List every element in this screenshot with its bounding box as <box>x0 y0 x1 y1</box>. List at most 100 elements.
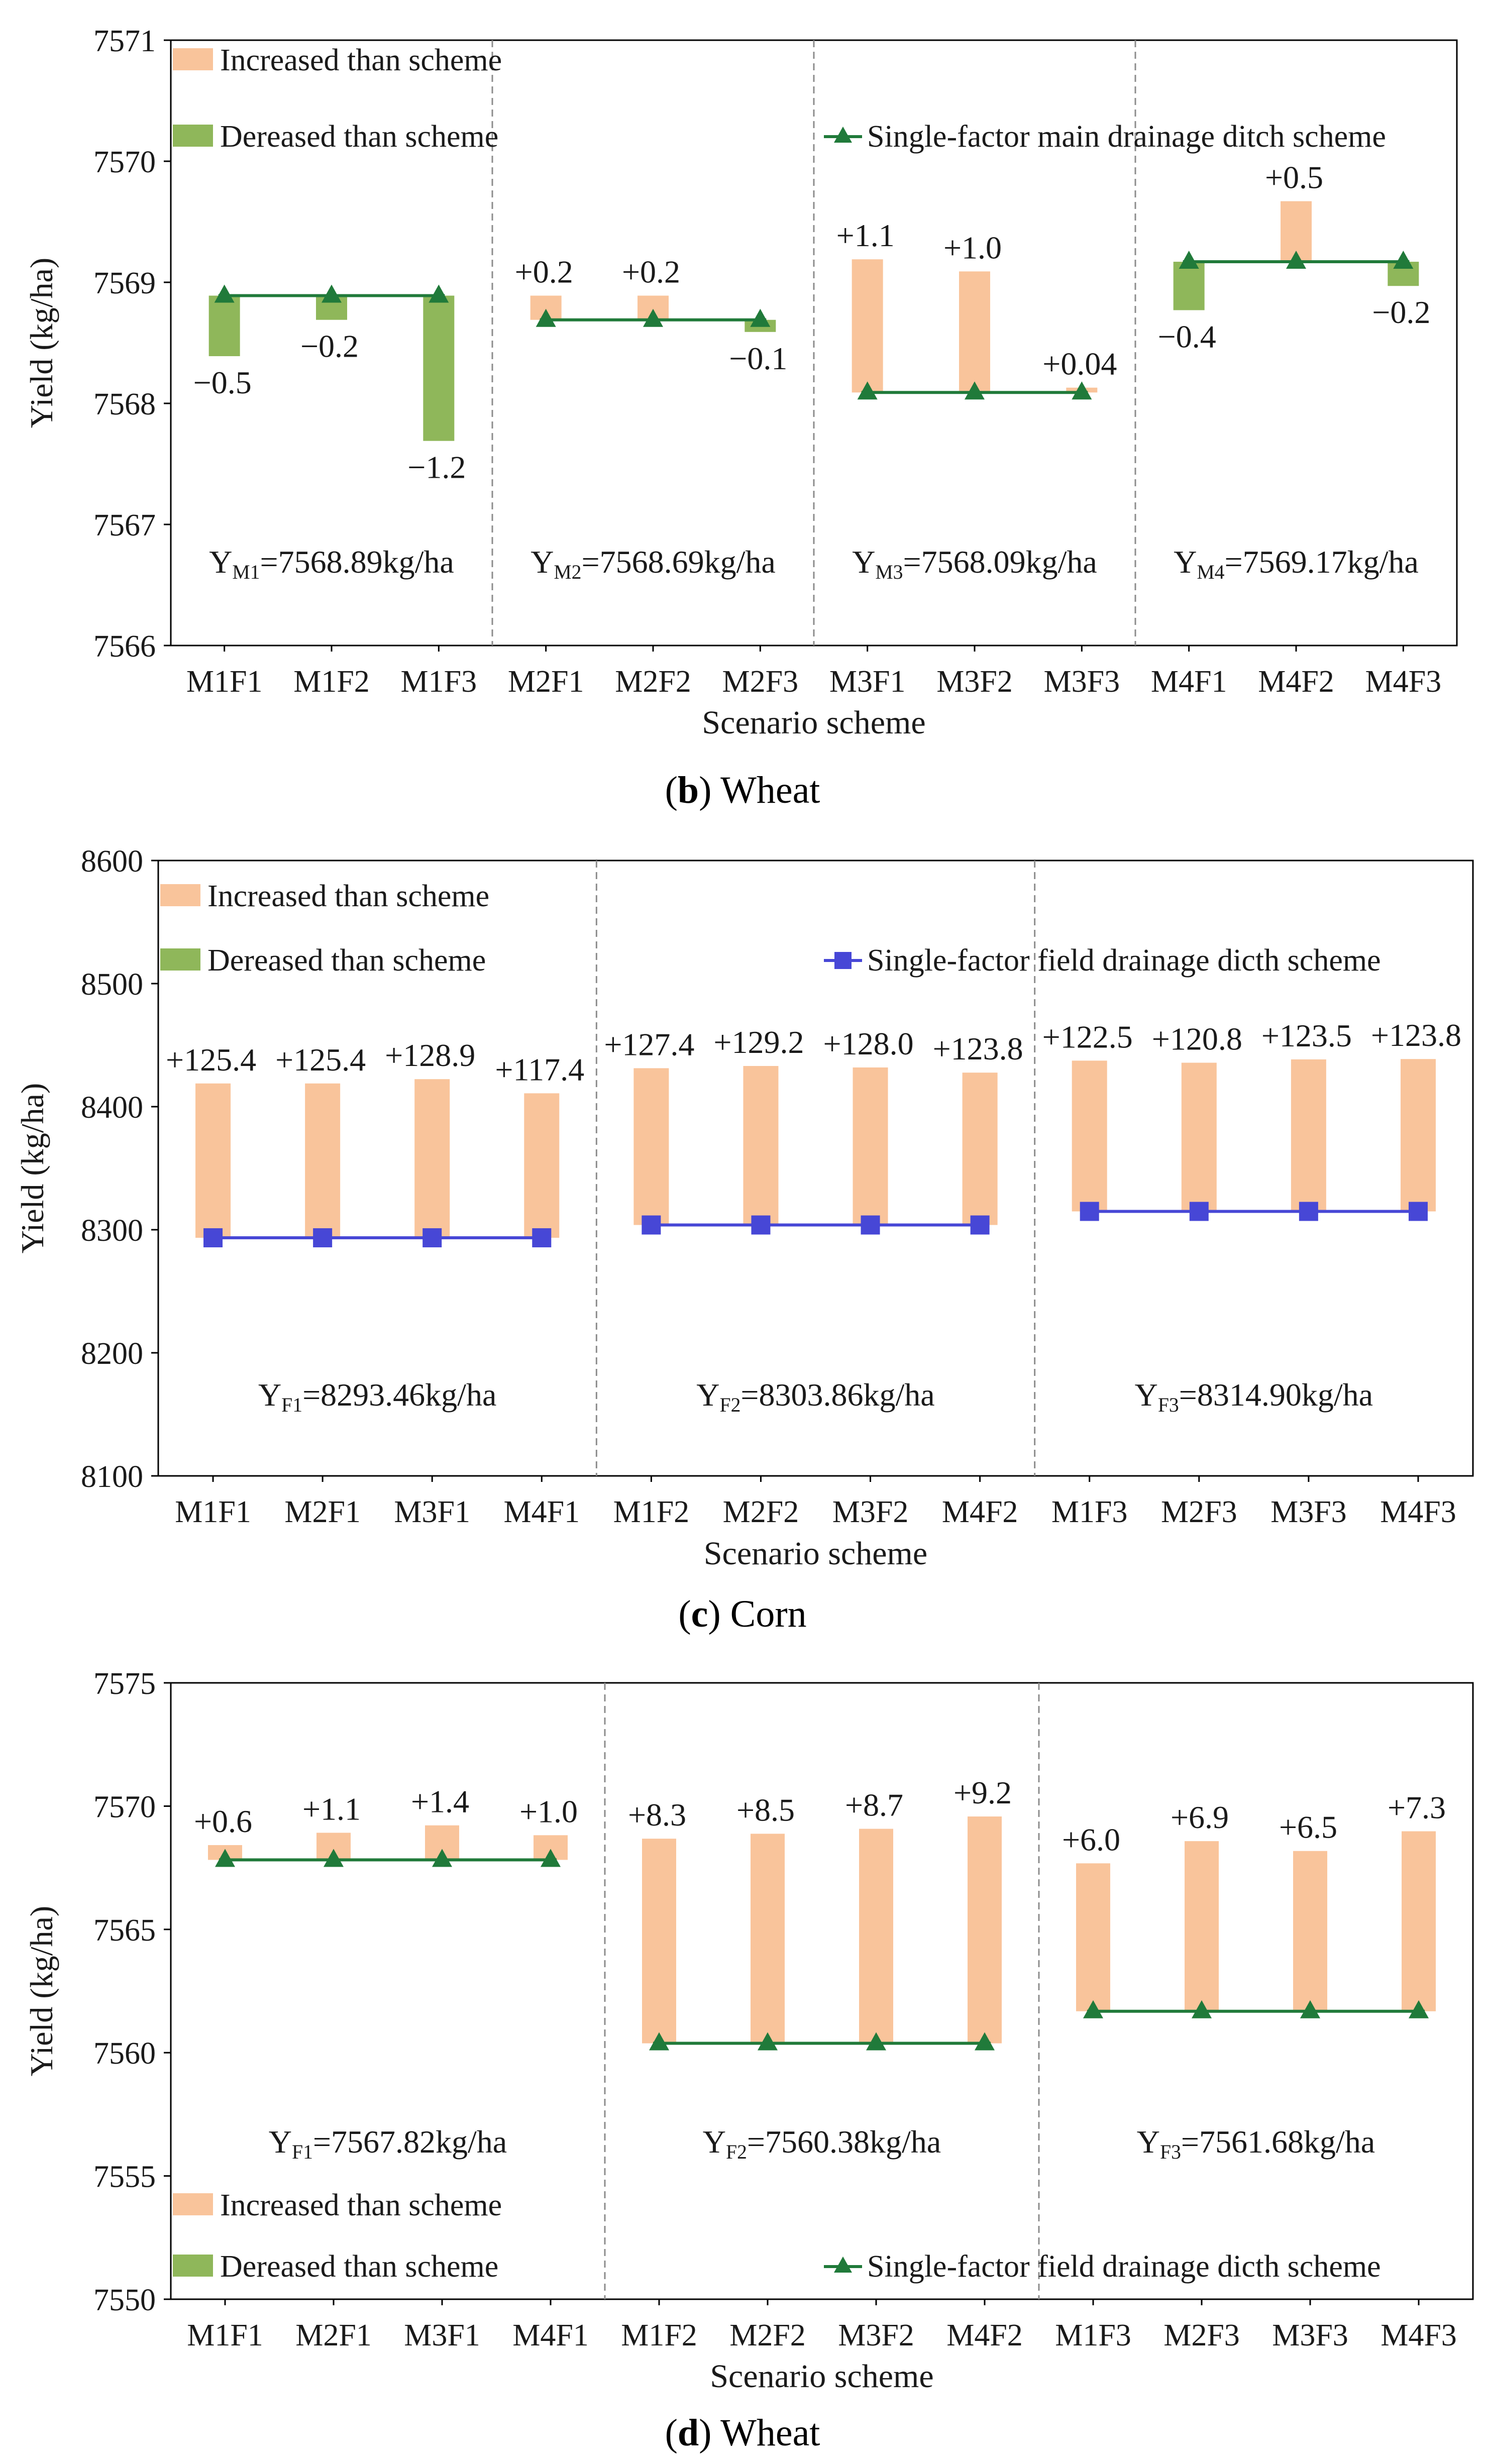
y-tick-label: 7555 <box>93 2160 156 2194</box>
increase-bar <box>751 1834 785 2044</box>
legend-increase-label: Increased than scheme <box>207 879 489 913</box>
x-tick-label: M2F1 <box>508 665 584 699</box>
change-label: +125.4 <box>166 1042 256 1078</box>
baseline-marker <box>866 2032 886 2051</box>
baseline-marker <box>541 1849 561 1867</box>
baseline-marker <box>750 308 771 327</box>
increase-bar <box>859 1829 893 2044</box>
x-tick-label: M4F2 <box>946 2318 1023 2352</box>
x-tick-label: M4F1 <box>1151 665 1227 699</box>
y-axis-label: Yield (kg/ha) <box>24 258 59 428</box>
change-label: −0.2 <box>300 329 359 364</box>
baseline-marker <box>1300 2000 1320 2018</box>
decrease-bar <box>1173 262 1205 310</box>
y-tick-label: 7570 <box>93 1790 156 1824</box>
change-label: +128.9 <box>385 1037 475 1073</box>
group-baseline-label: YF1=8293.46kg/ha <box>258 1377 496 1416</box>
increase-bar <box>414 1079 450 1238</box>
legend-increase-label: Increased than scheme <box>220 43 502 77</box>
increase-bar <box>633 1068 669 1225</box>
baseline-marker <box>215 1849 235 1867</box>
chart-panel-c: 8100 8200 8300 8400 8500 8600 Yield (kg/ha) Sce… <box>0 824 1485 1648</box>
change-label: +117.4 <box>495 1051 584 1087</box>
y-tick-label: 8100 <box>81 1460 143 1494</box>
group-baseline-label: YF2=7560.38kg/ha <box>703 2124 941 2163</box>
y-tick-label: 7568 <box>93 387 156 421</box>
change-label: +1.1 <box>836 218 895 253</box>
baseline-marker <box>1408 1202 1428 1221</box>
decrease-bar <box>423 295 455 441</box>
baseline-marker <box>432 1849 452 1867</box>
change-label: +123.8 <box>933 1031 1023 1066</box>
x-axis-label: Scenario scheme <box>710 2358 933 2395</box>
chart-b: 7566 7567 7568 7569 7570 7571 Yield (kg/ha) Sce… <box>24 24 1458 741</box>
x-tick-label: M2F3 <box>722 665 799 699</box>
legend-line-marker <box>834 2257 852 2273</box>
baseline-marker <box>1409 2000 1429 2018</box>
change-label: +9.2 <box>953 1775 1012 1810</box>
legend-decrease-label: Dereased than scheme <box>220 120 498 154</box>
increase-bar <box>962 1073 998 1225</box>
y-tick-label: 7570 <box>93 145 156 179</box>
x-tick-label: M1F2 <box>621 2318 697 2352</box>
legend-increase-label: Increased than scheme <box>220 2188 502 2222</box>
change-label: +122.5 <box>1042 1019 1133 1054</box>
y-tick-label: 7565 <box>93 1913 156 1948</box>
x-tick-label: M3F3 <box>1270 1495 1347 1529</box>
x-tick-label: M4F1 <box>503 1495 580 1529</box>
change-label: +7.3 <box>1388 1789 1446 1825</box>
change-label: +120.8 <box>1152 1021 1242 1057</box>
caption-text: Wheat <box>720 769 820 811</box>
baseline-marker <box>1393 251 1414 269</box>
change-label: +8.7 <box>845 1787 903 1823</box>
x-tick-label: M3F1 <box>829 665 906 699</box>
y-tick-label: 7575 <box>93 1667 156 1701</box>
y-tick-label: 7567 <box>93 508 156 543</box>
x-tick-label: M1F1 <box>187 2318 263 2352</box>
baseline-marker <box>1192 2000 1212 2018</box>
x-tick-label: M1F3 <box>1051 1495 1128 1529</box>
x-tick-label: M4F1 <box>512 2318 589 2352</box>
baseline-marker <box>422 1228 442 1248</box>
y-axis-label: Yield (kg/ha) <box>24 1906 59 2076</box>
y-axis-label: Yield (kg/ha) <box>15 1083 50 1253</box>
change-label: +0.5 <box>1265 160 1323 195</box>
change-label: +1.0 <box>519 1793 578 1829</box>
increase-bar <box>1291 1059 1326 1212</box>
legend-increase-swatch <box>173 48 213 70</box>
change-label: +1.1 <box>302 1791 361 1827</box>
baseline-marker <box>1083 2000 1103 2018</box>
change-label: +123.5 <box>1261 1018 1352 1053</box>
y-tick-label: 8200 <box>81 1337 143 1371</box>
x-tick-label: M1F3 <box>1055 2318 1131 2352</box>
x-tick-label: M4F3 <box>1381 2318 1457 2352</box>
x-tick-label: M4F3 <box>1365 665 1442 699</box>
y-tick-label: 7560 <box>93 2037 156 2071</box>
increase-bar <box>852 259 883 393</box>
x-tick-label: M1F3 <box>401 665 477 699</box>
baseline-marker <box>1286 251 1306 269</box>
caption-letter: d <box>677 2412 699 2454</box>
increase-bar <box>1072 1060 1107 1212</box>
x-axis-label: Scenario scheme <box>702 704 925 741</box>
group-baseline-label: YM1=7568.89kg/ha <box>209 544 454 583</box>
baseline-marker <box>324 1849 344 1867</box>
x-tick-label: M2F3 <box>1161 1495 1237 1529</box>
x-tick-label: M1F2 <box>293 665 370 699</box>
y-tick-label: 8400 <box>81 1091 143 1125</box>
y-tick-label: 7566 <box>93 629 156 664</box>
y-tick-label: 7550 <box>93 2283 156 2317</box>
baseline-marker <box>861 1215 880 1235</box>
increase-bar <box>1181 1062 1217 1212</box>
baseline-marker <box>322 284 342 303</box>
change-label: +8.5 <box>736 1792 795 1828</box>
legend-decrease-swatch <box>173 125 213 147</box>
x-tick-label: M2F2 <box>723 1495 799 1529</box>
chart-panel-d: 7550 7555 7560 7565 7570 7575 Yield (kg/ha) Sce… <box>0 1648 1485 2464</box>
group-baseline-label: YF3=8314.90kg/ha <box>1135 1377 1373 1416</box>
legend-line-marker <box>834 952 852 969</box>
baseline-marker <box>642 1215 661 1235</box>
increase-bar <box>1293 1851 1327 2011</box>
caption-text: Wheat <box>720 2412 820 2454</box>
x-tick-label: M3F2 <box>832 1495 909 1529</box>
